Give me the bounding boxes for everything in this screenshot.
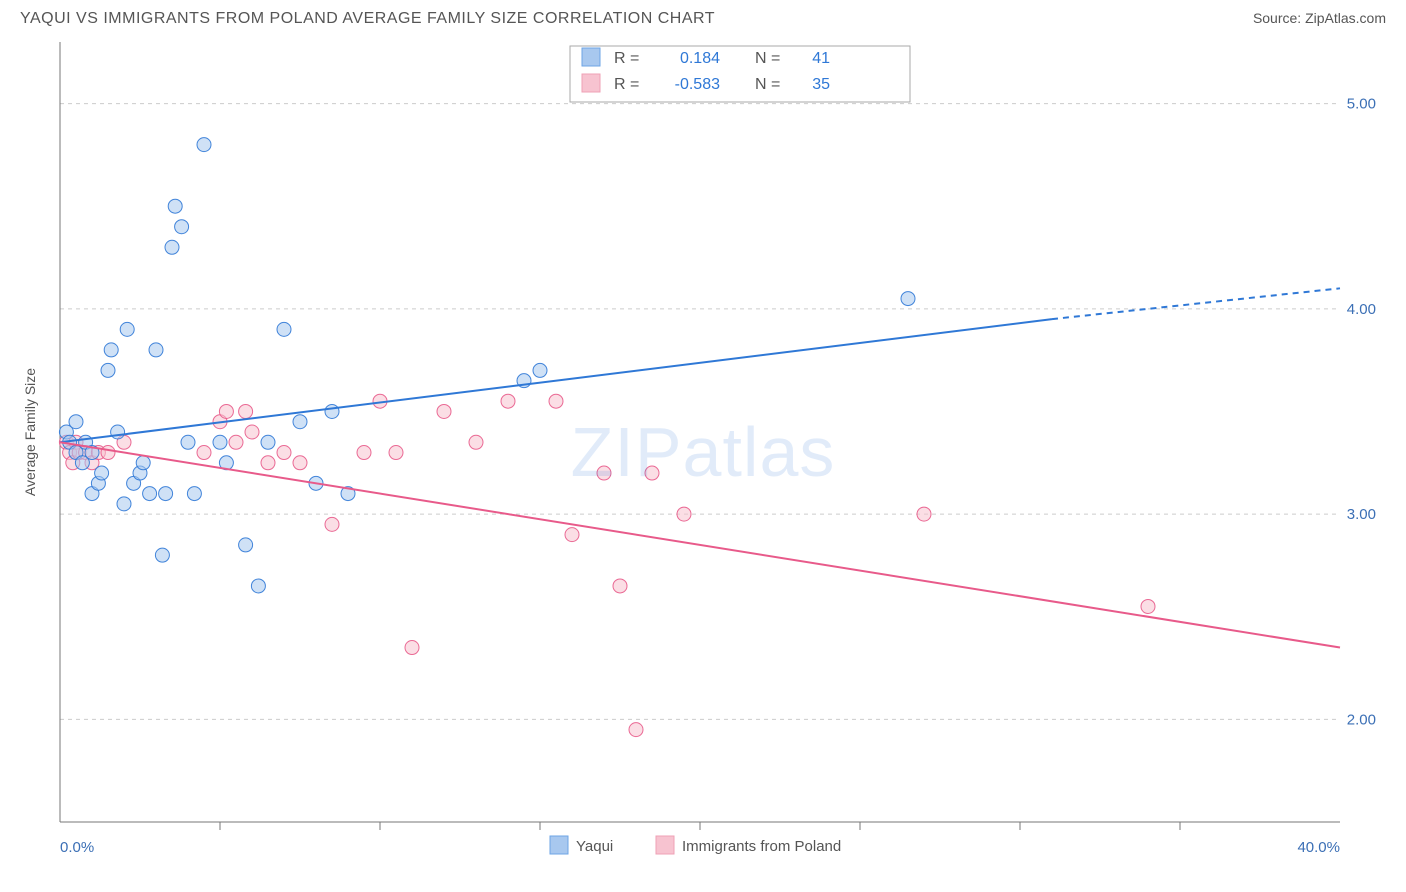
series2-point — [1141, 599, 1155, 613]
series2-point — [613, 579, 627, 593]
series2-point — [917, 507, 931, 521]
series1-point — [136, 456, 150, 470]
series1-point — [533, 363, 547, 377]
source-attribution: Source: ZipAtlas.com — [1253, 10, 1386, 26]
series1-point — [117, 497, 131, 511]
series1-point — [168, 199, 182, 213]
series2-point — [437, 404, 451, 418]
series2-point — [597, 466, 611, 480]
chart-title: YAQUI VS IMMIGRANTS FROM POLAND AVERAGE … — [20, 10, 715, 28]
stats-n-value: 35 — [812, 76, 830, 93]
x-max-label: 40.0% — [1297, 839, 1340, 856]
series2-point — [357, 446, 371, 460]
stats-n-label: N = — [755, 76, 780, 93]
x-min-label: 0.0% — [60, 839, 94, 856]
series1-point — [95, 466, 109, 480]
series2-point — [229, 435, 243, 449]
series2-point — [677, 507, 691, 521]
series2-point — [277, 446, 291, 460]
series1-point — [197, 138, 211, 152]
series2-point — [645, 466, 659, 480]
series1-point — [111, 425, 125, 439]
stats-swatch — [582, 74, 600, 92]
series1-point — [277, 322, 291, 336]
series1-point — [325, 404, 339, 418]
y-tick-label: 5.00 — [1347, 96, 1376, 113]
legend-swatch — [550, 836, 568, 854]
series2-point — [101, 446, 115, 460]
y-axis-label: Average Family Size — [22, 368, 38, 496]
y-tick-label: 3.00 — [1347, 506, 1376, 523]
series2-point — [197, 446, 211, 460]
stats-r-value: -0.583 — [675, 76, 720, 93]
stats-n-value: 41 — [812, 50, 830, 67]
series1-point — [69, 415, 83, 429]
source-label: Source: — [1253, 10, 1301, 26]
series1-point — [104, 343, 118, 357]
series2-point — [261, 456, 275, 470]
stats-n-label: N = — [755, 50, 780, 67]
series2-point — [293, 456, 307, 470]
stats-r-label: R = — [614, 76, 639, 93]
series2-point — [629, 723, 643, 737]
series1-point — [159, 487, 173, 501]
series1-point — [165, 240, 179, 254]
series1-point — [239, 538, 253, 552]
series1-point — [213, 435, 227, 449]
series2-point — [405, 641, 419, 655]
series2-point — [245, 425, 259, 439]
series2-point — [549, 394, 563, 408]
series2-point — [501, 394, 515, 408]
y-tick-label: 4.00 — [1347, 301, 1376, 318]
chart-container: 2.00 3.00 4.00 5.00 Average Family Size 0.0% 4… — [10, 32, 1396, 872]
series2-point — [469, 435, 483, 449]
series1-point — [293, 415, 307, 429]
source-name: ZipAtlas.com — [1305, 10, 1386, 26]
series1-point — [181, 435, 195, 449]
series1-trendline — [60, 319, 1052, 442]
series1-point — [155, 548, 169, 562]
legend-label: Immigrants from Poland — [682, 838, 841, 855]
series1-trendline-extrapolated — [1052, 288, 1340, 319]
series1-point — [187, 487, 201, 501]
series2-point — [565, 528, 579, 542]
legend-swatch — [656, 836, 674, 854]
series1-point — [251, 579, 265, 593]
series1-point — [149, 343, 163, 357]
series1-point — [261, 435, 275, 449]
stats-r-value: 0.184 — [680, 50, 720, 67]
legend-label: Yaqui — [576, 838, 613, 855]
stats-swatch — [582, 48, 600, 66]
series1-point — [120, 322, 134, 336]
series2-point — [239, 404, 253, 418]
stats-r-label: R = — [614, 50, 639, 67]
series1-point — [901, 292, 915, 306]
series1-point — [143, 487, 157, 501]
series2-point — [219, 404, 233, 418]
y-tick-label: 2.00 — [1347, 711, 1376, 728]
series1-point — [175, 220, 189, 234]
scatter-correlation-chart: 2.00 3.00 4.00 5.00 Average Family Size 0.0% 4… — [10, 32, 1396, 872]
series1-point — [101, 363, 115, 377]
series2-point — [325, 517, 339, 531]
series2-point — [389, 446, 403, 460]
